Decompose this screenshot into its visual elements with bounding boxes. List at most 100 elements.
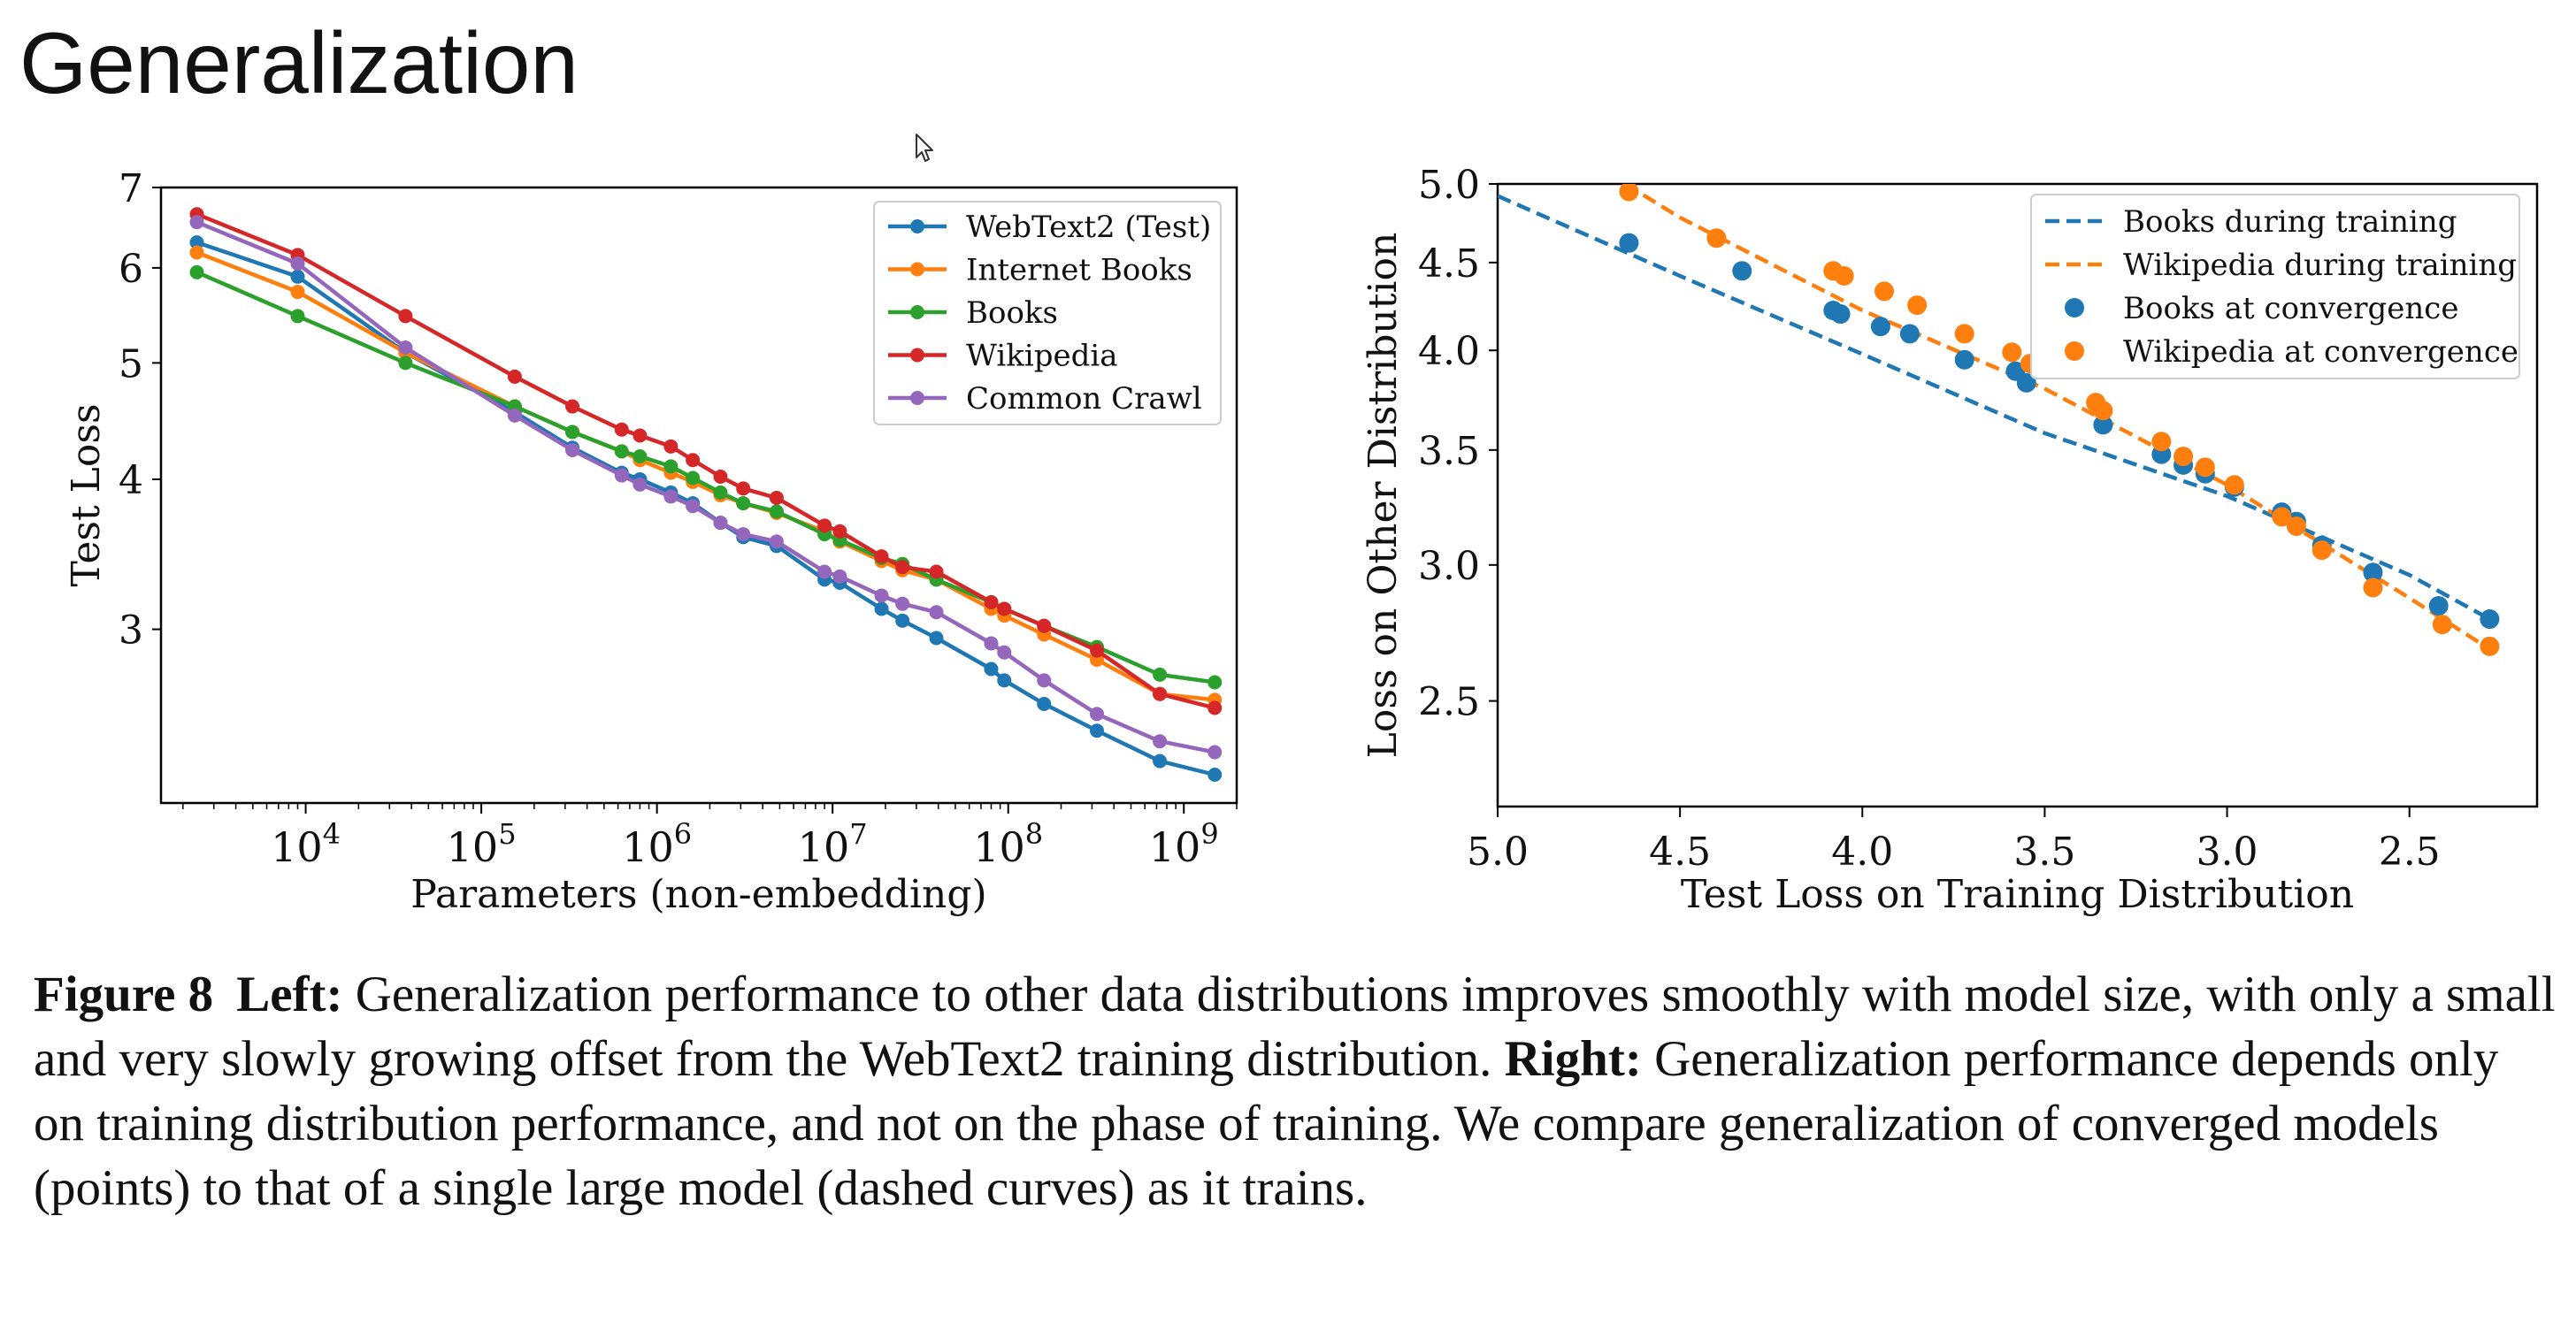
data-point-books: [614, 444, 629, 459]
data-point-wikipedia-at-convergence: [2286, 516, 2306, 537]
data-point-wikipedia: [1153, 686, 1168, 701]
data-point-wikipedia-at-convergence: [2224, 475, 2244, 495]
data-point-books-at-convergence: [2480, 609, 2500, 630]
figure-caption: Figure 8 Left: Generalization performance…: [34, 962, 2560, 1220]
left-x-tick-label: 104: [271, 817, 341, 871]
data-point-wikipedia: [997, 601, 1012, 616]
legend-marker-common-crawl: [910, 391, 924, 405]
data-point-books-at-convergence: [2363, 562, 2383, 583]
right-y-tick-label: 3.5: [1418, 429, 1480, 474]
data-point-webtext2-test: [1037, 696, 1052, 711]
data-point-wikipedia: [713, 470, 728, 485]
data-point-wikipedia: [1089, 643, 1104, 658]
data-point-wikipedia: [614, 422, 629, 437]
caption-right-text: Generalization performance depends only …: [34, 1031, 2499, 1216]
left-x-tick-label: 107: [798, 817, 868, 871]
right-x-tick-label: 5.0: [1467, 830, 1529, 875]
data-point-common-crawl: [736, 527, 751, 542]
data-point-common-crawl: [997, 645, 1012, 660]
data-point-books-at-convergence: [1830, 304, 1851, 325]
left-y-tick-label: 7: [119, 166, 143, 211]
data-point-wikipedia-at-convergence: [2363, 577, 2383, 598]
caption-left-text: Generalization performance to other data…: [34, 967, 2556, 1087]
data-point-wikipedia: [769, 490, 784, 505]
data-point-wikipedia-at-convergence: [2093, 401, 2113, 421]
data-point-books: [189, 264, 204, 279]
data-point-books: [713, 485, 728, 500]
data-point-books: [290, 309, 305, 324]
data-point-wikipedia-at-convergence: [2480, 636, 2500, 656]
left-y-tick-label: 4: [119, 458, 143, 503]
data-point-wikipedia-at-convergence: [2432, 615, 2452, 635]
left-x-axis-label: Parameters (non-embedding): [410, 872, 986, 917]
data-point-webtext2-test: [290, 269, 305, 284]
data-point-books-at-convergence: [2016, 372, 2036, 393]
left-x-tick-label: 109: [1149, 817, 1219, 871]
legend-marker-internet-books: [910, 262, 924, 277]
data-point-wikipedia: [632, 428, 648, 443]
data-point-wikipedia: [565, 399, 580, 414]
left-legend-box: [873, 201, 1222, 425]
data-point-webtext2-test: [1089, 723, 1104, 738]
data-point-wikipedia-at-convergence: [1874, 281, 1895, 302]
caption-figure-label: Figure 8: [34, 967, 214, 1022]
data-point-wikipedia-at-convergence: [2151, 432, 2172, 452]
right-y-tick-label: 3.0: [1418, 544, 1480, 589]
data-point-books-at-convergence: [1619, 233, 1639, 253]
right-y-tick-label: 2.5: [1418, 680, 1480, 725]
left-y-tick-label: 5: [119, 341, 143, 386]
series-line-wikipedia-during-training: [1624, 184, 2491, 651]
caption-left-label: Left:: [236, 967, 343, 1022]
data-point-webtext2-test: [984, 662, 999, 677]
legend-label-wikipedia-at-convergence: Wikipedia at convergence: [2123, 334, 2518, 370]
data-point-wikipedia: [736, 481, 751, 496]
data-point-books-at-convergence: [1899, 324, 1920, 344]
data-point-common-crawl: [929, 605, 944, 620]
data-point-common-crawl: [1037, 673, 1052, 688]
data-point-wikipedia: [398, 309, 413, 324]
data-point-books-at-convergence: [1870, 317, 1890, 337]
data-point-books: [769, 504, 784, 519]
data-point-wikipedia: [507, 369, 522, 384]
data-point-webtext2-test: [189, 235, 204, 250]
data-point-books: [736, 496, 751, 511]
data-point-webtext2-test: [997, 673, 1012, 688]
data-point-wikipedia-at-convergence: [1706, 228, 1727, 249]
data-point-wikipedia: [929, 564, 944, 579]
right-y-tick-label: 4.5: [1418, 241, 1480, 287]
figure-8: 104 105 106 107 108 109 3 4 5 6 7 WebText2 (Test) In…: [64, 163, 2539, 917]
right-x-tick-label: 3.0: [2196, 830, 2258, 875]
slide-title: Generalization: [19, 14, 579, 111]
data-point-wikipedia: [984, 594, 999, 609]
data-point-common-crawl: [817, 564, 832, 579]
data-point-common-crawl: [398, 340, 413, 355]
data-point-common-crawl: [895, 596, 910, 611]
right-y-axis-label: Loss on Other Distribution: [1361, 233, 1406, 759]
right-x-tick-label: 2.5: [2379, 830, 2441, 875]
data-point-wikipedia: [832, 524, 847, 539]
right-y-tick-label: 5.0: [1418, 163, 1480, 208]
data-point-internet-books: [290, 285, 305, 300]
data-point-wikipedia: [874, 549, 889, 564]
data-point-wikipedia-at-convergence: [1834, 265, 1854, 286]
left-y-axis-label: Test Loss: [64, 403, 109, 586]
data-point-wikipedia-at-convergence: [2174, 447, 2194, 467]
data-point-webtext2-test: [1208, 767, 1223, 782]
data-point-wikipedia-at-convergence: [2272, 507, 2292, 527]
data-point-books: [686, 470, 701, 486]
data-point-common-crawl: [686, 499, 701, 514]
right-x-tick-label: 4.5: [1649, 830, 1711, 875]
left-x-tick-label: 108: [973, 817, 1043, 871]
data-point-common-crawl: [632, 477, 648, 492]
data-point-books: [1153, 667, 1168, 682]
data-point-wikipedia: [1208, 700, 1223, 715]
data-point-common-crawl: [507, 408, 522, 423]
right-plot-area: [1498, 184, 2500, 656]
data-point-common-crawl: [1153, 734, 1168, 749]
legend-marker-books: [910, 305, 924, 319]
data-point-wikipedia: [817, 518, 832, 533]
legend-label-common-crawl: Common Crawl: [966, 381, 1202, 417]
data-point-wikipedia: [895, 560, 910, 575]
data-point-wikipedia: [686, 453, 701, 468]
data-point-wikipedia-at-convergence: [1907, 295, 1928, 316]
